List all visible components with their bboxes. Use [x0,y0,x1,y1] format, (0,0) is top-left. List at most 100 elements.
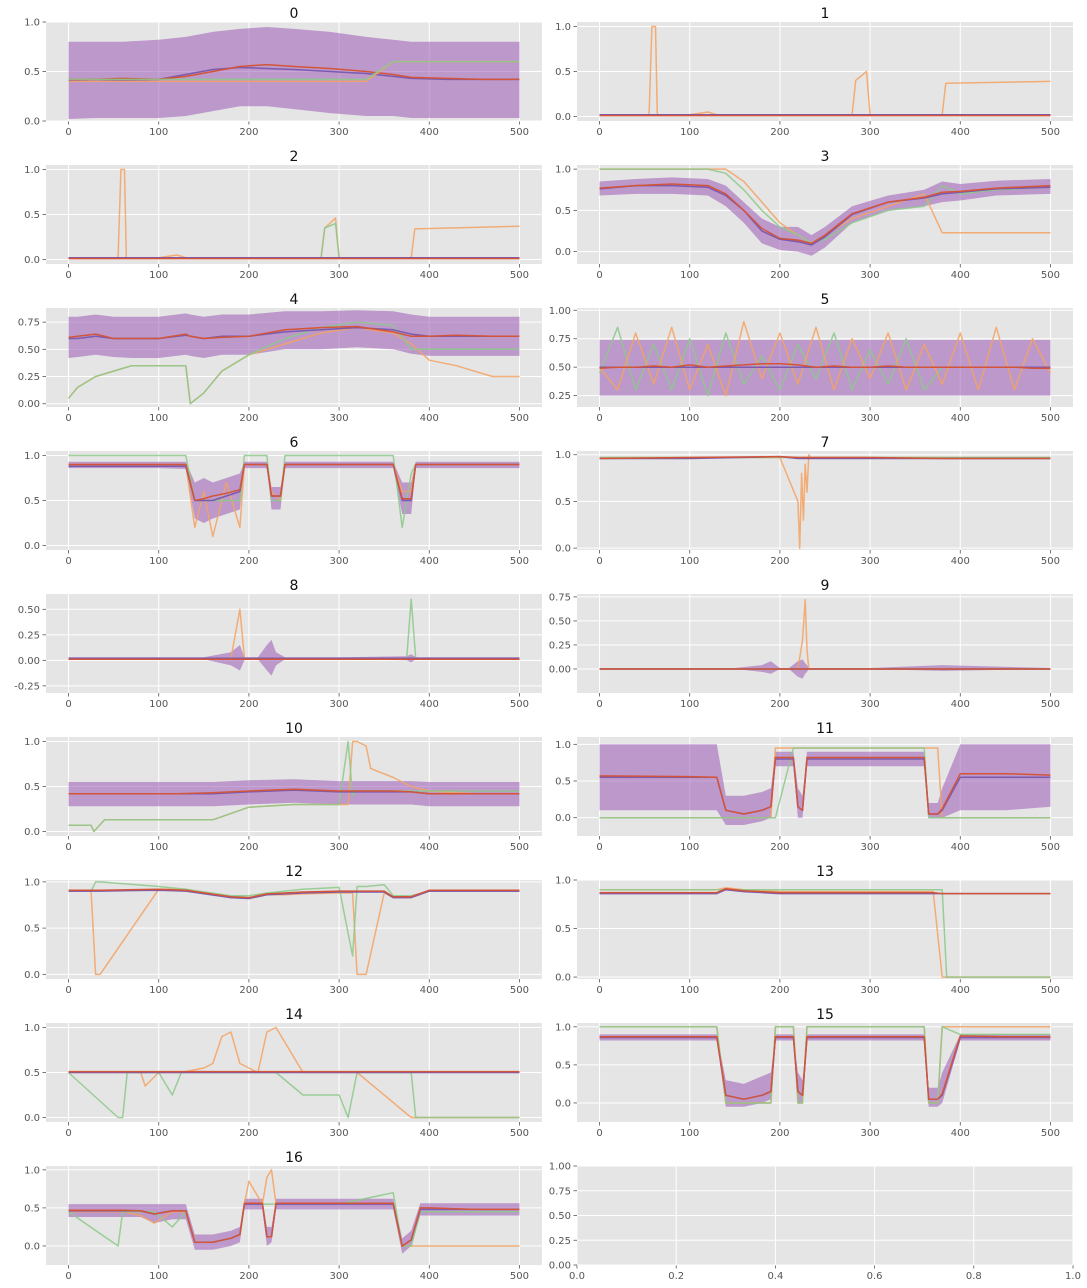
subplot-empty: 0.0 0.2 0.4 0.6 0.8 1.0 0.00 0.25 0.50 0.75 1.00 [549,1162,1081,1283]
series-line-red [68,1202,520,1247]
y-tick-label: 0.5 [24,782,40,793]
x-tick-label: 100 [680,270,699,281]
x-tick-label: 200 [770,985,789,996]
plot-area [68,881,520,976]
x-tick-label: 500 [510,985,529,996]
x-tick-label: 100 [149,556,168,567]
x-tick-label: 400 [420,127,439,138]
x-tick-label: 0 [65,270,71,281]
x-tick-label: 500 [1041,842,1060,853]
y-tick-label: 1.0 [555,740,571,751]
y-tick-label: 0.75 [549,592,571,603]
x-tick-label: 200 [770,127,789,138]
x-tick-label: 100 [149,842,168,853]
subplot-title: 15 [816,1007,834,1023]
series-line-green [68,881,520,957]
y-tick-label: 0.0 [555,544,571,555]
y-tick-label: 0.0 [24,970,40,981]
x-tick-label: 200 [770,270,789,281]
subplot-title: 16 [285,1150,303,1166]
x-tick-label: 200 [770,842,789,853]
x-tick-label: 300 [330,985,349,996]
subplot-title: 13 [816,864,834,880]
x-tick-label: 500 [1041,985,1060,996]
x-tick-label: 0 [65,1128,71,1139]
series-line-red [68,325,520,340]
y-tick-label: 0.25 [18,630,40,641]
y-tick-label: 1.0 [24,877,40,888]
y-tick-label: 0.0 [24,117,40,128]
x-tick-label: 500 [510,1271,529,1282]
x-tick-label: 0 [596,842,602,853]
x-tick-label: 0 [65,556,71,567]
x-tick-label: 400 [951,1128,970,1139]
x-tick-label: 0 [65,699,71,710]
y-tick-label: 0.0 [555,813,571,824]
x-tick-label: 300 [330,1271,349,1282]
plot-area [599,168,1051,256]
x-tick-label: 0 [65,842,71,853]
series-line-red [599,887,1051,895]
y-tick-label: 0.0 [555,112,571,123]
y-tick-label: 1.0 [24,1023,40,1034]
subplot-13: 0 100 200 300 400 500 0.0 0.5 1.0 13 [555,864,1073,996]
uncertainty-band [599,177,1051,256]
series-line-red [599,363,1051,370]
x-tick-label: 200 [239,556,258,567]
subplot-12: 0 100 200 300 400 500 0.0 0.5 1.0 12 [24,864,542,996]
y-tick-label: 0.75 [549,1186,571,1197]
x-tick-label: 300 [861,413,880,424]
x-tick-label: 100 [680,985,699,996]
x-tick-label: 400 [420,1271,439,1282]
x-tick-label: 300 [861,556,880,567]
subplot-title: 4 [290,292,299,308]
series-line-green [599,888,1051,978]
x-tick-label: 400 [951,985,970,996]
plot-area [68,1169,520,1254]
x-tick-label: 0 [596,413,602,424]
x-tick-label: 400 [420,556,439,567]
x-tick-label: 200 [239,1271,258,1282]
x-tick-label: 0 [596,127,602,138]
x-tick-label: 300 [861,270,880,281]
y-tick-label: 1.0 [555,165,571,176]
x-tick-label: 200 [239,842,258,853]
x-tick-label: 500 [1041,1128,1060,1139]
uncertainty-band [599,744,1051,825]
x-tick-label: 400 [951,270,970,281]
x-tick-label: 0.0 [569,1271,585,1282]
y-tick-label: 0.5 [555,206,571,217]
series-line-red [68,888,520,899]
y-tick-label: 0.0 [555,247,571,258]
series-line-orange [598,320,1052,397]
plot-area [599,453,1051,549]
x-tick-label: 0 [596,556,602,567]
x-tick-label: 200 [770,699,789,710]
x-tick-label: 0 [65,985,71,996]
subplot-7: 0 100 200 300 400 500 0.0 0.5 1.0 7 [555,435,1073,567]
x-tick-label: 100 [680,1128,699,1139]
x-tick-label: 400 [420,699,439,710]
plot-area [599,1026,1051,1107]
x-tick-label: 400 [951,127,970,138]
x-tick-label: 100 [680,842,699,853]
x-tick-label: 500 [510,413,529,424]
y-tick-label: 0.00 [549,664,571,675]
x-tick-label: 100 [149,127,168,138]
x-tick-label: 400 [951,699,970,710]
uncertainty-band [68,310,520,358]
x-tick-label: 0.8 [966,1271,982,1282]
y-tick-label: 1.0 [24,165,40,176]
subplot-11: 0 100 200 300 400 500 0.0 0.5 1.0 11 [555,721,1073,853]
axes-background [46,594,542,693]
y-tick-label: 0.5 [24,1068,40,1079]
y-tick-label: 0.50 [549,616,571,627]
x-tick-label: 300 [330,127,349,138]
subplot-16: 0 100 200 300 400 500 0.0 0.5 1.0 16 [24,1150,542,1282]
subplot-10: 0 100 200 300 400 500 0.0 0.5 1.0 10 [24,721,542,853]
x-tick-label: 0.4 [767,1271,783,1282]
plot-area [68,740,520,833]
axes-background [577,451,1073,550]
y-tick-label: 1.00 [549,306,571,317]
y-tick-label: 0.5 [555,777,571,788]
